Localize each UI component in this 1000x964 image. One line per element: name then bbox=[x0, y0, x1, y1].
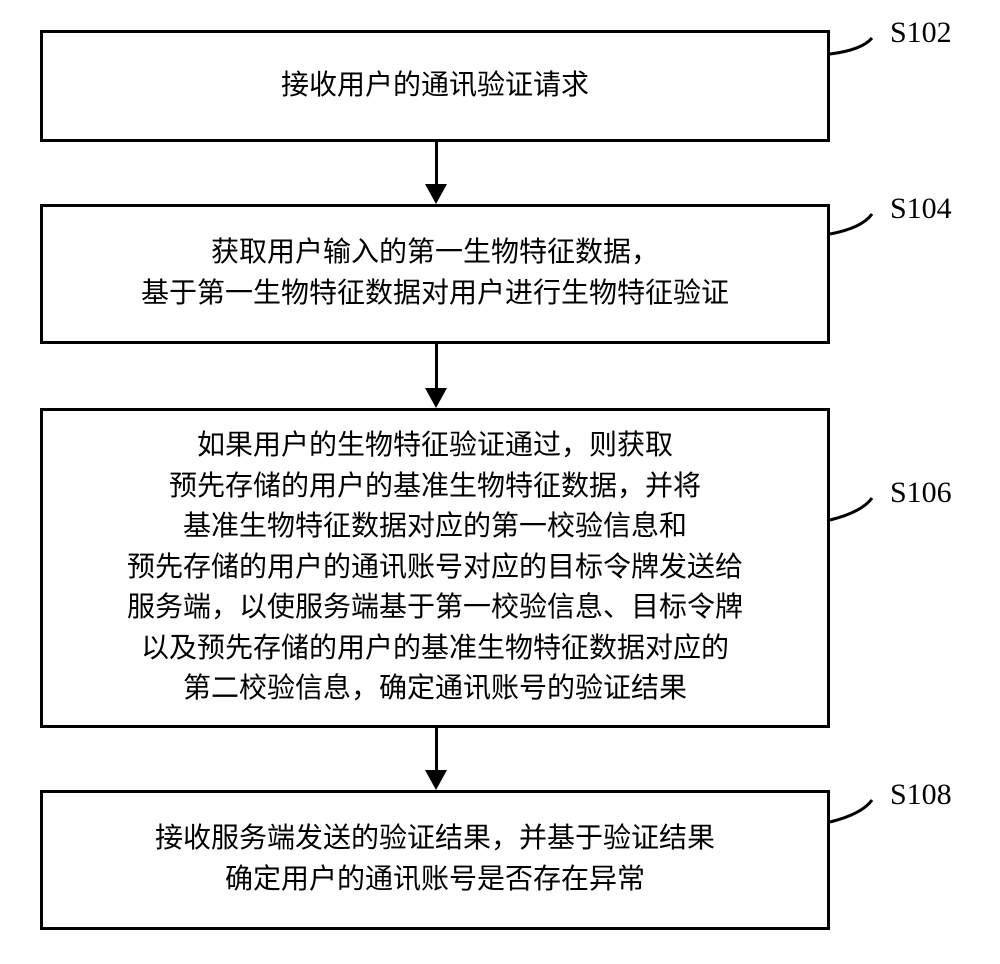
connector-s108 bbox=[0, 0, 1000, 964]
connector-s108-path bbox=[830, 800, 872, 822]
flowchart-canvas: 接收用户的通讯验证请求 获取用户输入的第一生物特征数据， 基于第一生物特征数据对… bbox=[0, 0, 1000, 964]
